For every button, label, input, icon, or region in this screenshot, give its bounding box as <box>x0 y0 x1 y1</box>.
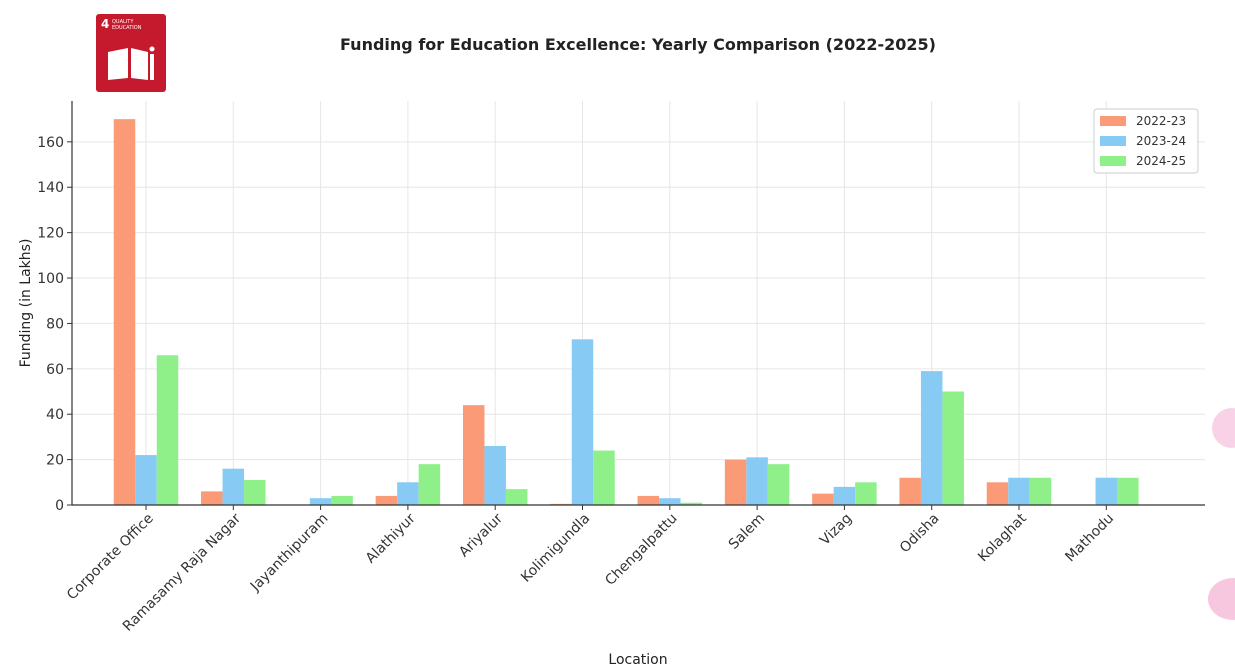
x-tick-label: Vizag <box>817 511 855 549</box>
logo-number: 4 <box>101 17 110 31</box>
bar-2024-25 <box>1029 477 1052 505</box>
legend-swatch <box>1100 136 1126 146</box>
bar-2022-23 <box>201 491 223 505</box>
y-tick-label: 80 <box>46 316 64 332</box>
bar-2022-23 <box>462 405 485 505</box>
bar-2023-24 <box>571 339 594 505</box>
bar-2023-24 <box>920 371 943 505</box>
bar-2024-25 <box>1117 477 1139 505</box>
bar-2022-23 <box>812 493 834 505</box>
y-tick-label: 120 <box>37 226 64 242</box>
bars <box>113 119 1139 506</box>
x-tick-label: Kolimigundla <box>518 511 593 586</box>
legend-swatch <box>1100 156 1126 166</box>
logo-label: QUALITY EDUCATION <box>112 19 142 31</box>
bar-2023-24 <box>135 455 157 505</box>
bar-2024-25 <box>680 502 703 505</box>
bar-2024-25 <box>855 482 877 505</box>
legend: 2022-23 2023-24 2024-25 <box>1093 108 1199 174</box>
y-tick-label: 140 <box>37 180 64 196</box>
bar-2023-24 <box>397 482 419 505</box>
y-tick-label: 100 <box>37 271 64 287</box>
bar-2022-23 <box>375 495 398 505</box>
bar-2024-25 <box>244 480 266 505</box>
x-tick-label: Chengalpattu <box>602 511 680 589</box>
bar-2023-24 <box>659 498 681 505</box>
grid <box>72 101 1205 506</box>
y-ticks: 0 20 40 60 80 100 120 140 160 <box>37 135 72 514</box>
legend-swatch <box>1100 116 1126 126</box>
y-tick-label: 60 <box>46 362 64 378</box>
bar-2024-25 <box>418 464 441 505</box>
bar-2023-24 <box>222 468 245 505</box>
book-icon <box>108 46 155 80</box>
legend-label: 2024-25 <box>1136 154 1186 168</box>
y-tick-label: 40 <box>46 407 64 423</box>
x-tick-label: Alathiyur <box>363 510 419 566</box>
bar-2023-24 <box>833 486 856 505</box>
y-tick-label: 20 <box>46 453 64 469</box>
bar-2023-24 <box>1095 477 1118 505</box>
bar-2024-25 <box>593 450 615 505</box>
sdg-4-logo: 4 QUALITY EDUCATION <box>96 14 166 92</box>
bar-2022-23 <box>637 495 660 505</box>
bar-2023-24 <box>309 498 332 505</box>
x-tick-label: Corporate Office <box>64 511 157 604</box>
bar-2023-24 <box>484 445 506 505</box>
bar-2023-24 <box>1008 477 1030 505</box>
bar-2023-24 <box>746 457 768 505</box>
x-tick-label: Odisha <box>897 511 943 557</box>
bar-2024-25 <box>331 495 353 505</box>
decorative-blob <box>1212 408 1235 448</box>
axes <box>71 101 1205 506</box>
x-axis-label: Location <box>608 652 667 668</box>
x-tick-label: Kolaghat <box>975 510 1030 565</box>
x-tick-label: Salem <box>726 511 768 553</box>
legend-label: 2023-24 <box>1136 134 1186 148</box>
y-tick-label: 160 <box>37 135 64 151</box>
bar-2022-23 <box>986 482 1009 505</box>
bar-2024-25 <box>767 464 790 505</box>
bar-2022-23 <box>899 477 921 505</box>
bar-2024-25 <box>942 391 964 505</box>
y-axis-label: Funding (in Lakhs) <box>18 239 34 368</box>
bar-2022-23 <box>724 459 747 505</box>
bar-2024-25 <box>156 355 179 505</box>
y-tick-label: 0 <box>55 498 64 514</box>
legend-label: 2022-23 <box>1136 114 1186 128</box>
chart-title: Funding for Education Excellence: Yearly… <box>340 35 936 54</box>
bar-2022-23 <box>113 119 136 506</box>
bar-2024-25 <box>505 489 528 505</box>
x-tick-label: Mathodu <box>1062 511 1117 566</box>
x-tick-label: Ariyalur <box>456 510 506 560</box>
x-tick-label: Jayanthipuram <box>247 511 331 595</box>
